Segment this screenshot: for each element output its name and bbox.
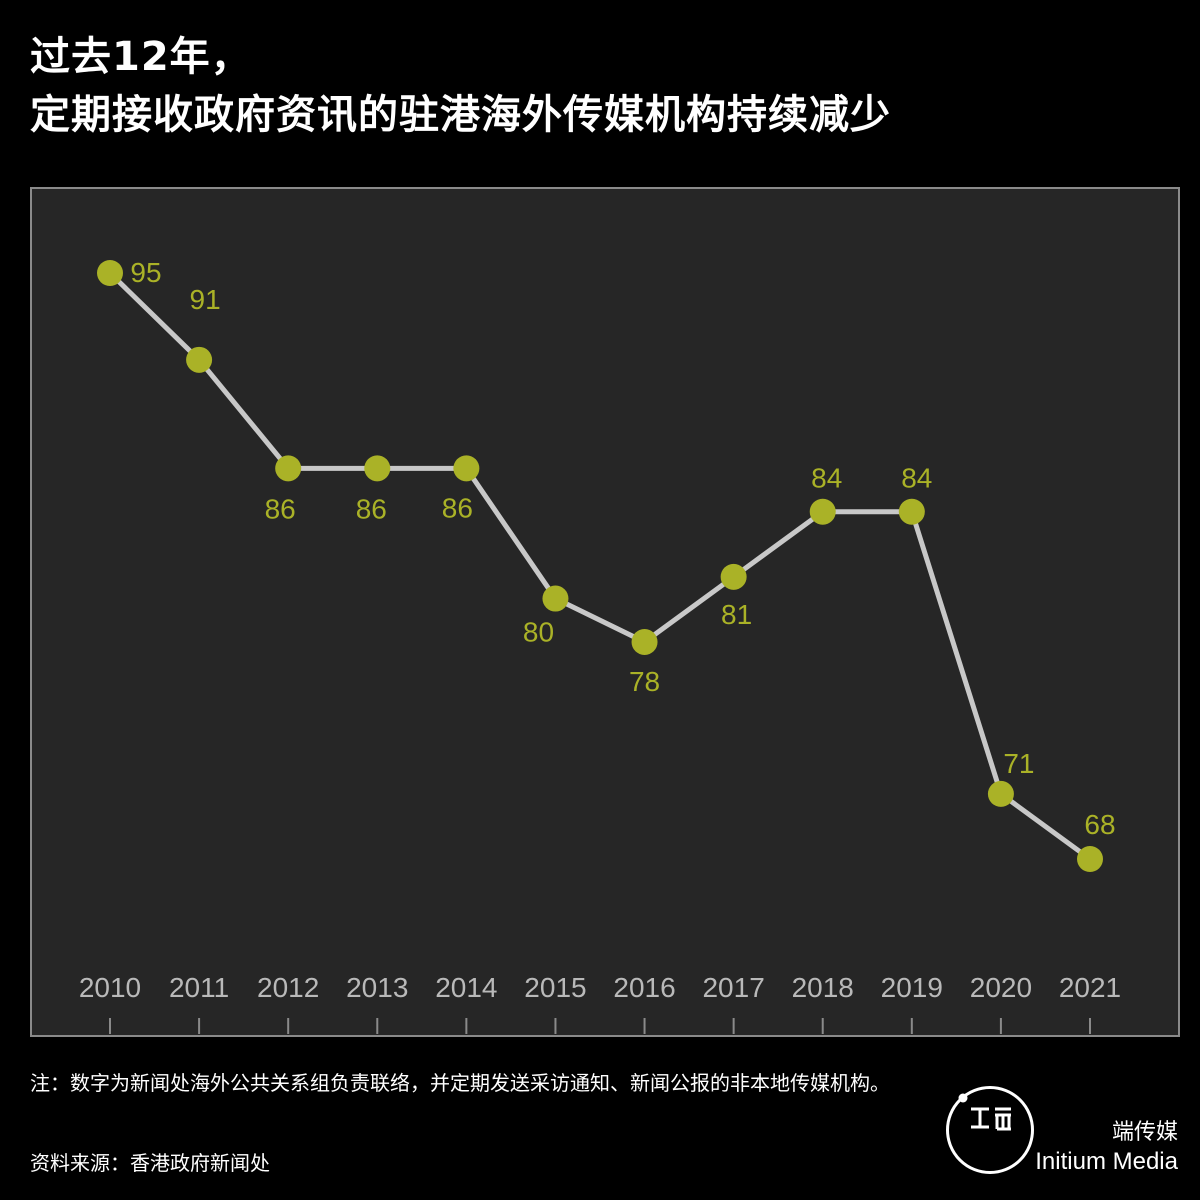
data-point bbox=[720, 563, 747, 590]
chart-title: 过去12年， 定期接收政府资讯的驻港海外传媒机构持续减少 bbox=[30, 28, 891, 144]
data-label: 68 bbox=[1084, 809, 1115, 840]
data-label: 86 bbox=[265, 493, 296, 524]
data-point bbox=[453, 455, 480, 482]
data-label: 86 bbox=[442, 492, 473, 523]
source-note: 资料来源：香港政府新闻处 bbox=[30, 1151, 270, 1175]
x-tick-label: 2015 bbox=[524, 972, 586, 1003]
x-tick-label: 2013 bbox=[346, 972, 408, 1003]
data-point bbox=[987, 780, 1014, 807]
data-label: 91 bbox=[190, 284, 221, 315]
data-point bbox=[542, 585, 569, 612]
x-tick-label: 2010 bbox=[79, 972, 141, 1003]
data-label: 81 bbox=[721, 599, 752, 630]
data-label: 78 bbox=[629, 666, 660, 697]
initium-logo-icon bbox=[946, 1086, 1034, 1174]
data-point bbox=[631, 628, 658, 655]
x-tick-label: 2018 bbox=[792, 972, 854, 1003]
footnote: 注：数字为新闻处海外公共关系组负责联络，并定期发送采访通知、新闻公报的非本地传媒… bbox=[30, 1071, 890, 1095]
x-tick-label: 2011 bbox=[169, 972, 229, 1003]
plot-area bbox=[30, 187, 1180, 1037]
x-tick-label: 2014 bbox=[435, 972, 497, 1003]
data-label: 86 bbox=[356, 493, 387, 524]
data-point bbox=[364, 455, 391, 482]
x-tick-label: 2019 bbox=[881, 972, 943, 1003]
data-label: 95 bbox=[130, 257, 161, 288]
data-point bbox=[97, 260, 123, 286]
brand-name-chinese: 端传媒 bbox=[1111, 1120, 1178, 1145]
data-point bbox=[275, 455, 302, 482]
data-point bbox=[1077, 846, 1103, 872]
x-tick-label: 2021 bbox=[1059, 972, 1121, 1003]
x-tick-label: 2012 bbox=[257, 972, 319, 1003]
data-label: 84 bbox=[811, 463, 842, 494]
series-line bbox=[108, 271, 1092, 862]
title-line-1: 过去12年， bbox=[30, 34, 252, 80]
data-point bbox=[809, 498, 836, 525]
data-label: 84 bbox=[901, 463, 932, 494]
x-tick-label: 2020 bbox=[970, 972, 1032, 1003]
data-point bbox=[898, 498, 925, 525]
x-tick-label: 2017 bbox=[702, 972, 764, 1003]
x-tick-label: 2016 bbox=[613, 972, 675, 1003]
data-label: 80 bbox=[523, 617, 554, 648]
brand-name-english: Initium Media bbox=[1035, 1148, 1178, 1175]
data-label: 71 bbox=[1003, 748, 1034, 779]
data-point bbox=[186, 346, 213, 373]
title-line-2: 定期接收政府资讯的驻港海外传媒机构持续减少 bbox=[30, 92, 891, 138]
